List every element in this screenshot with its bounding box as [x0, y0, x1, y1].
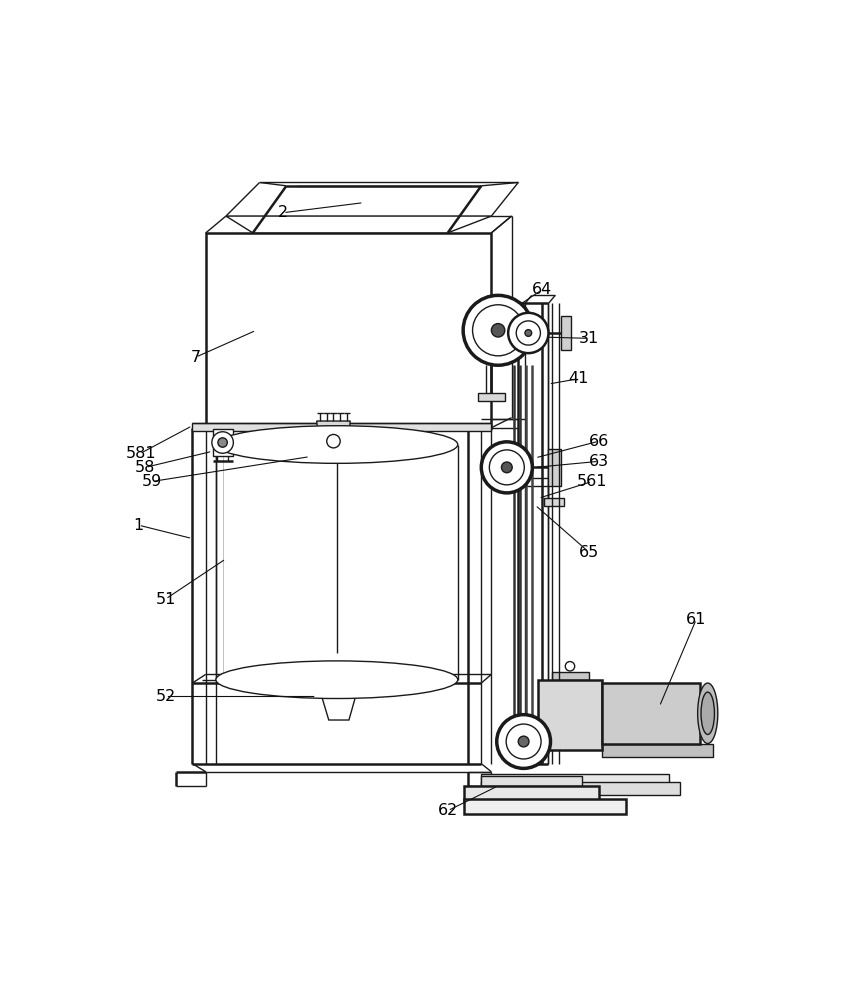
Text: 64: 64	[531, 282, 552, 297]
Text: 59: 59	[142, 474, 162, 489]
Circle shape	[327, 434, 340, 448]
Bar	[481, 782, 680, 795]
Ellipse shape	[701, 692, 714, 734]
Bar	[192, 423, 492, 431]
Text: 561: 561	[577, 474, 608, 489]
Bar	[544, 498, 564, 506]
Bar	[465, 799, 626, 814]
Text: 63: 63	[589, 454, 609, 469]
Bar	[465, 786, 599, 801]
Text: 62: 62	[438, 803, 458, 818]
Circle shape	[516, 321, 540, 345]
Circle shape	[489, 450, 525, 485]
Circle shape	[481, 442, 532, 493]
Bar	[481, 774, 669, 786]
Text: 65: 65	[578, 545, 599, 560]
Bar	[538, 680, 603, 750]
Polygon shape	[316, 680, 361, 720]
Circle shape	[463, 295, 533, 365]
Bar	[552, 672, 589, 680]
Text: 31: 31	[578, 331, 599, 346]
Bar	[549, 449, 561, 486]
Text: 7: 7	[191, 350, 201, 365]
Circle shape	[212, 432, 233, 453]
Circle shape	[525, 330, 531, 336]
Text: 41: 41	[569, 371, 589, 386]
Ellipse shape	[216, 661, 458, 699]
Bar	[205, 233, 492, 428]
Text: 1: 1	[134, 518, 144, 533]
Circle shape	[501, 462, 512, 473]
Circle shape	[506, 724, 541, 759]
Text: 51: 51	[155, 592, 176, 607]
Polygon shape	[316, 421, 350, 461]
Circle shape	[497, 715, 551, 768]
Bar	[642, 700, 676, 727]
Bar	[603, 683, 700, 744]
Bar	[603, 744, 713, 757]
Circle shape	[492, 324, 505, 337]
Ellipse shape	[216, 426, 458, 463]
Text: 581: 581	[126, 446, 156, 461]
Circle shape	[518, 736, 529, 747]
Bar	[561, 316, 570, 350]
Circle shape	[473, 305, 524, 356]
Text: 58: 58	[135, 460, 155, 475]
Bar	[329, 431, 345, 448]
Bar	[481, 776, 582, 786]
Text: 52: 52	[155, 689, 176, 704]
Text: 66: 66	[589, 434, 609, 449]
Text: 61: 61	[686, 612, 707, 627]
Bar	[212, 429, 232, 456]
Bar	[478, 393, 505, 401]
Circle shape	[508, 313, 549, 353]
Circle shape	[218, 438, 227, 447]
Text: 2: 2	[278, 205, 288, 220]
Polygon shape	[226, 216, 492, 233]
Ellipse shape	[698, 683, 718, 744]
Circle shape	[565, 662, 575, 671]
